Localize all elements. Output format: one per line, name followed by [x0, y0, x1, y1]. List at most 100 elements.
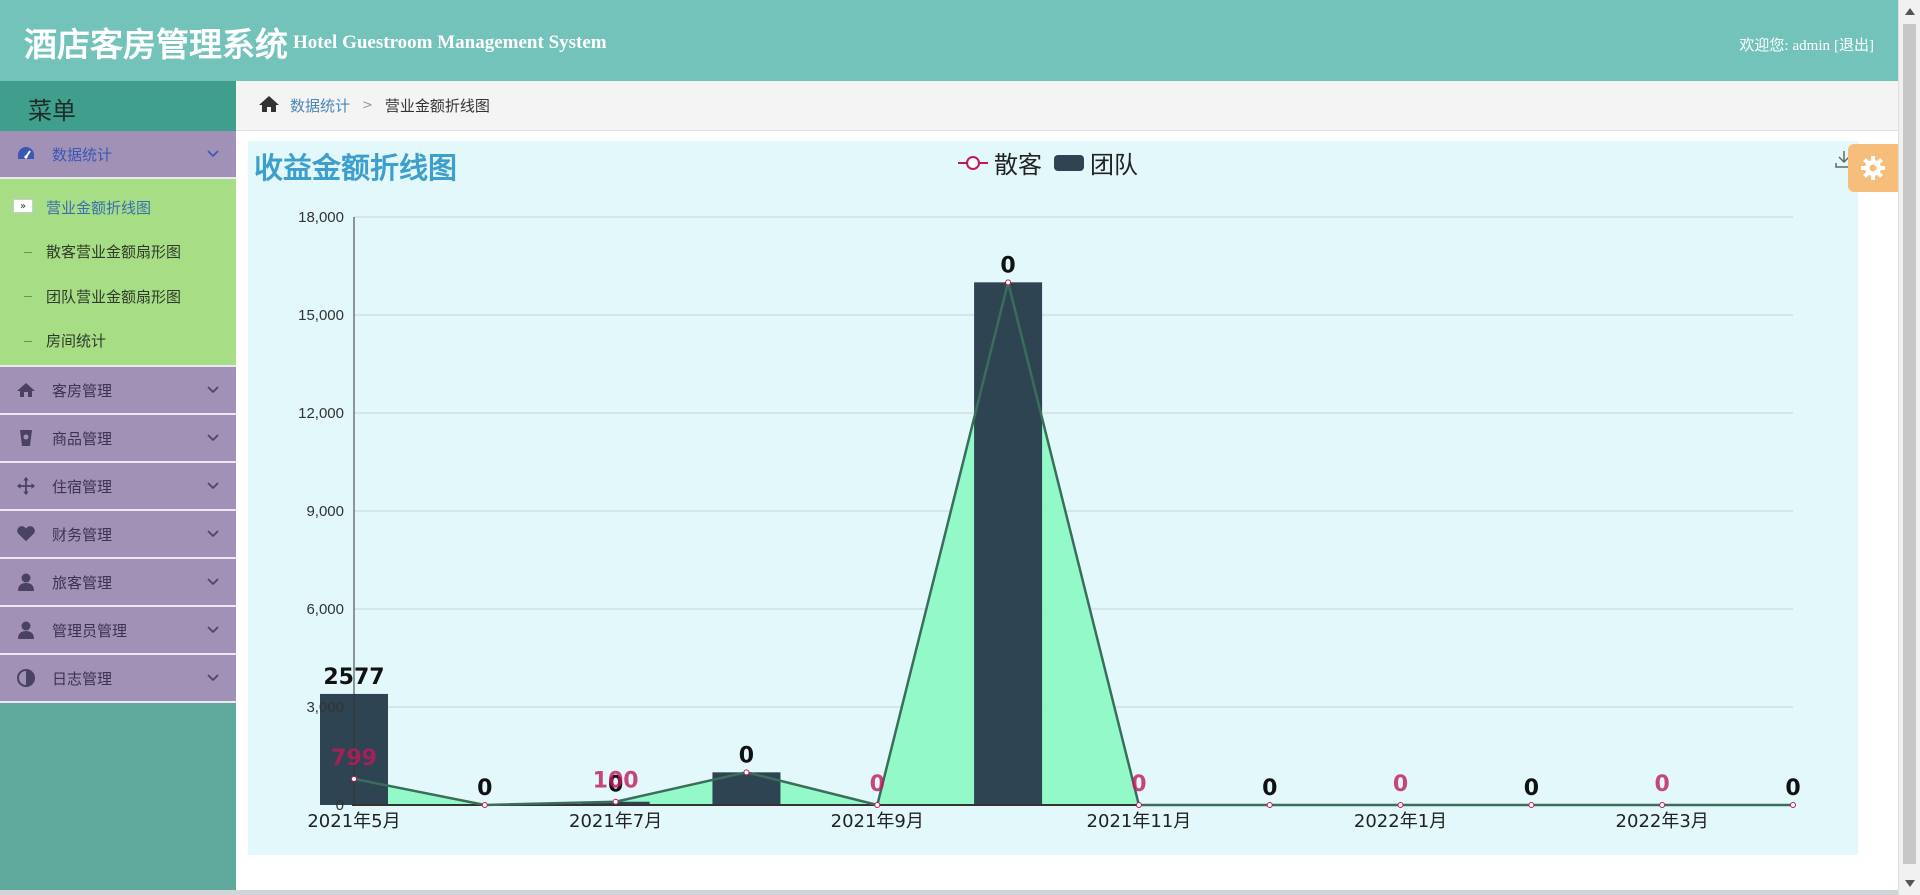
menu-item-stats[interactable]: 数据统计: [0, 131, 236, 179]
bar-value-label: 0: [477, 776, 492, 801]
scroll-down-arrow-icon[interactable]: [1905, 880, 1915, 887]
legend-entry-walkin[interactable]: 散客: [958, 145, 1042, 180]
menu-item-logs[interactable]: 日志管理: [0, 655, 236, 703]
chevron-down-icon: [206, 477, 220, 495]
submenu-item-room-stats[interactable]: 房间统计: [0, 319, 236, 364]
logout-link[interactable]: [退出]: [1834, 38, 1874, 54]
submenu-item-revenue-line[interactable]: » 营业金额折线图: [0, 185, 236, 230]
line-value-label: 100: [593, 769, 639, 794]
horizontal-scrollbar[interactable]: [0, 890, 1898, 895]
cup-icon: [16, 428, 36, 448]
move-icon: [16, 476, 36, 496]
dashboard-icon: [16, 144, 36, 164]
menu-item-label: 客房管理: [52, 381, 113, 400]
adjust-icon: [16, 668, 36, 688]
x-tick-label: 2021年11月: [1087, 811, 1192, 832]
chevron-down-icon: [206, 669, 220, 687]
menu-title: 菜单: [0, 81, 236, 131]
line-value-label: 0: [1655, 772, 1670, 797]
line-point: [351, 775, 357, 782]
y-tick-label: 6,000: [306, 601, 344, 618]
user-icon: [16, 572, 36, 592]
chevron-down-icon: [206, 621, 220, 639]
x-tick-label: 2022年1月: [1354, 811, 1447, 832]
tree-dash: [24, 296, 32, 297]
chevron-down-icon: [206, 525, 220, 543]
y-tick-label: 9,000: [306, 503, 344, 520]
menu-item-label: 财务管理: [52, 525, 113, 544]
tree-dash: [24, 251, 32, 253]
chart-legend: 散客 团队: [958, 145, 1150, 180]
menu-item-label: 数据统计: [52, 145, 113, 164]
breadcrumb-link[interactable]: 数据统计: [290, 97, 351, 115]
legend-line-symbol: [958, 155, 988, 170]
tree-dash: [24, 340, 32, 342]
app-header: 酒店客房管理系统 Hotel Guestroom Management Syst…: [0, 0, 1898, 81]
line-layer: [351, 279, 1796, 808]
line-point: [481, 802, 488, 808]
y-tick-label: 15,000: [298, 307, 344, 324]
vertical-scrollbar[interactable]: [1898, 0, 1920, 895]
chevron-down-icon: [206, 429, 220, 447]
line-value-label: 0: [1393, 772, 1408, 797]
chart-title: 收益金额折线图: [254, 151, 458, 185]
area-layer: [354, 282, 1793, 805]
menu-item-lodging[interactable]: 住宿管理: [0, 463, 236, 511]
line-point: [743, 769, 750, 776]
legend-entry-group[interactable]: 团队: [1054, 145, 1138, 180]
settings-gear-button[interactable]: [1848, 144, 1898, 192]
submenu-item-group-pie[interactable]: 团队营业金额扇形图: [0, 274, 236, 319]
app-subtitle: Hotel Guestroom Management System: [293, 32, 607, 53]
menu-item-guests[interactable]: 旅客管理: [0, 559, 236, 607]
x-tick-label: 2022年3月: [1616, 811, 1709, 832]
menu-item-rooms[interactable]: 客房管理: [0, 367, 236, 415]
gear-icon: [1861, 156, 1885, 180]
line-point: [874, 802, 881, 808]
line-value-label: 0: [1131, 772, 1146, 797]
menu-item-goods[interactable]: 商品管理: [0, 415, 236, 463]
bar-value-label: 0: [1262, 776, 1277, 801]
scrollbar-thumb[interactable]: [1903, 24, 1916, 864]
line-value-label: 799: [331, 746, 377, 771]
chevron-down-icon: [206, 145, 220, 163]
bar-value-label: 0: [1785, 776, 1800, 801]
submenu-item-walkin-pie[interactable]: 散客营业金额扇形图: [0, 230, 236, 275]
x-tick-label: 2021年7月: [569, 811, 662, 832]
welcome-label: 欢迎您:: [1739, 38, 1789, 54]
bar-value-label: 2577: [323, 665, 384, 690]
line-point: [1135, 802, 1142, 808]
submenu-item-label: 房间统计: [46, 332, 107, 351]
submenu-stats: » 营业金额折线图 散客营业金额扇形图 团队营业金额扇形图 房间统计: [0, 179, 236, 367]
menu-item-admins[interactable]: 管理员管理: [0, 607, 236, 655]
menu-item-label: 日志管理: [52, 669, 113, 688]
welcome-area: 欢迎您: admin [退出]: [1735, 34, 1874, 55]
submenu-item-label: 营业金额折线图: [46, 198, 152, 217]
breadcrumb-separator-icon: >: [362, 98, 373, 113]
line-value-label: 0: [870, 772, 885, 797]
username: admin: [1792, 38, 1831, 54]
y-tick-label: 0: [336, 797, 344, 814]
legend-label: 团队: [1090, 151, 1138, 179]
sidebar: 菜单 数据统计 » 营业金额折线图 散客营业金额扇形图 团队营业金额扇形图 房间…: [0, 81, 236, 895]
scroll-up-arrow-icon[interactable]: [1905, 8, 1915, 15]
y-tick-label: 18,000: [298, 209, 344, 226]
menu-item-label: 住宿管理: [52, 477, 113, 496]
submenu-item-label: 散客营业金额扇形图: [46, 243, 182, 262]
x-tick-label: 2021年9月: [831, 811, 924, 832]
line-point: [1005, 279, 1012, 286]
heart-icon: [16, 524, 36, 544]
line-point: [612, 798, 619, 805]
revenue-chart: 18,00015,00012,0009,0006,0003,00002021年5…: [298, 209, 1801, 832]
breadcrumb-current: 营业金额折线图: [384, 97, 490, 115]
bar-value-label: 0: [739, 743, 754, 768]
bar-value-label: 0: [608, 773, 623, 798]
submenu-item-label: 团队营业金额扇形图: [46, 287, 182, 306]
line-series-path: [353, 282, 1793, 807]
menu-item-finance[interactable]: 财务管理: [0, 511, 236, 559]
menu-item-label: 管理员管理: [52, 621, 128, 640]
line-point: [1397, 802, 1404, 808]
home-icon[interactable]: [258, 95, 280, 117]
bar-value-label: 0: [1524, 776, 1539, 801]
grid-layer: [354, 216, 1793, 708]
